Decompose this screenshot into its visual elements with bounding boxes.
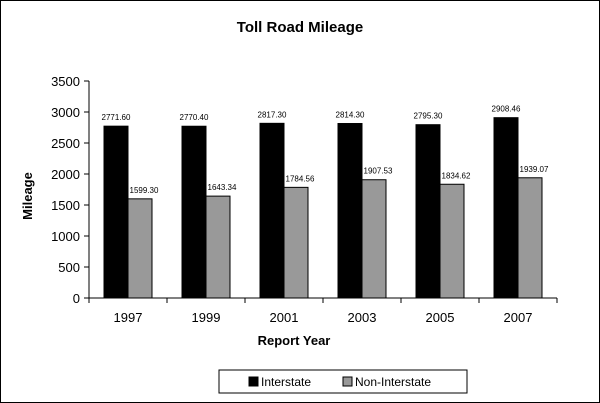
y-axis-title: Mileage xyxy=(20,172,35,220)
chart-title: Toll Road Mileage xyxy=(237,19,363,36)
bar-interstate-2007 xyxy=(493,117,519,299)
data-label-non-interstate-2005: 1834.62 xyxy=(442,171,471,180)
y-tick-label: 500 xyxy=(58,260,80,275)
data-label-interstate-2005: 2795.30 xyxy=(414,112,443,121)
data-label-interstate-2007: 2908.46 xyxy=(492,105,521,114)
y-tick-label: 1500 xyxy=(51,198,80,213)
legend-label-non-interstate: Non-Interstate xyxy=(355,375,431,389)
bar-interstate-1999 xyxy=(181,125,207,299)
bar-non-interstate-1999 xyxy=(205,195,231,299)
legend-swatch-interstate xyxy=(248,376,259,387)
y-tick-label: 3000 xyxy=(51,105,80,120)
x-tick-label: 2003 xyxy=(348,310,377,325)
bar-interstate-2003 xyxy=(337,123,363,299)
data-label-non-interstate-2001: 1784.56 xyxy=(286,174,315,183)
y-tick-label: 2000 xyxy=(51,167,80,182)
bar-non-interstate-2007 xyxy=(517,177,543,299)
data-label-interstate-1997: 2771.60 xyxy=(102,113,131,122)
legend: Interstate Non-Interstate xyxy=(218,369,468,394)
bar-non-interstate-2001 xyxy=(283,186,309,299)
x-axis-title: Report Year xyxy=(258,333,331,348)
plot-area: 0 500 1000 1500 2000 2500 3000 3500 1997 2771.60 1… xyxy=(51,74,558,325)
bar-interstate-1997 xyxy=(103,125,129,299)
data-label-non-interstate-1997: 1599.30 xyxy=(130,186,159,195)
x-tick-label: 2007 xyxy=(504,310,533,325)
y-tick-label: 1000 xyxy=(51,229,80,244)
y-tick-label: 2500 xyxy=(51,136,80,151)
x-tick-label: 2001 xyxy=(270,310,299,325)
legend-swatch-non-interstate xyxy=(342,376,353,387)
data-label-interstate-1999: 2770.40 xyxy=(180,113,209,122)
bar-non-interstate-1997 xyxy=(127,198,153,299)
data-label-interstate-2003: 2814.30 xyxy=(336,111,365,120)
y-tick-label: 3500 xyxy=(51,74,80,89)
x-tick-label: 2005 xyxy=(426,310,455,325)
y-tick-label: 0 xyxy=(73,291,80,306)
x-tick-label: 1999 xyxy=(192,310,221,325)
data-label-non-interstate-2007: 1939.07 xyxy=(520,165,549,174)
bar-interstate-2001 xyxy=(259,122,285,299)
data-label-interstate-2001: 2817.30 xyxy=(258,110,287,119)
bar-interstate-2005 xyxy=(415,124,441,299)
x-tick-label: 1997 xyxy=(114,310,143,325)
legend-label-interstate: Interstate xyxy=(261,375,311,389)
data-label-non-interstate-1999: 1643.34 xyxy=(208,183,237,192)
bar-non-interstate-2003 xyxy=(361,179,387,299)
data-label-non-interstate-2003: 1907.53 xyxy=(364,167,393,176)
bar-non-interstate-2005 xyxy=(439,183,465,299)
